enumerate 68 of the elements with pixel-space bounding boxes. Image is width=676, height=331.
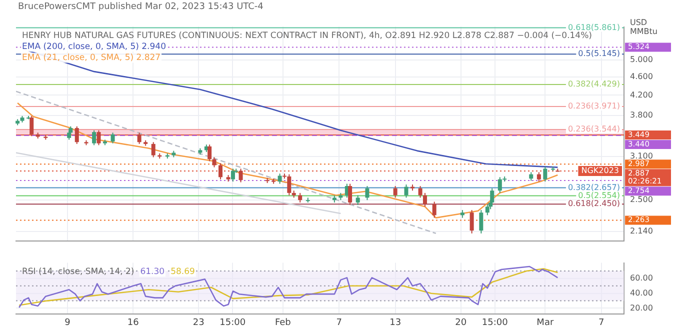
text: BrucePowersCMT published Mar 02, 2023 15:43 UTC-4 <box>17 1 264 14</box>
candlestick <box>498 176 502 194</box>
x-tick-label: 13 <box>390 318 402 328</box>
candlestick <box>348 183 352 206</box>
ref-line-label: 0.5(5.145) <box>578 49 620 58</box>
y-tick-label: 40.00 <box>630 288 653 298</box>
candlestick <box>92 130 96 146</box>
candlestick <box>356 194 360 206</box>
candlestick <box>479 210 484 234</box>
candlestick <box>490 188 494 206</box>
candlestick <box>137 132 142 144</box>
x-tick-label: Feb <box>274 318 292 328</box>
ref-line-label: 0.382(4.429) <box>568 80 620 89</box>
x-tick-label: 20 <box>455 318 467 328</box>
candlestick <box>238 168 243 183</box>
y-tick-label: 20.00 <box>630 303 653 312</box>
ref-line-label: 0.5(2.554) <box>578 190 620 200</box>
candlestick <box>110 132 115 144</box>
text: EMA (21, close, 0, SMA, 5) 2.827 <box>22 53 161 64</box>
candlestick <box>208 144 212 162</box>
x-tick-label: Mar <box>536 318 554 328</box>
y-tick-label: 60.00 <box>630 274 653 283</box>
annotation: NGK2023 <box>581 166 620 176</box>
x-tick-label: 15:00 <box>220 318 246 328</box>
candlestick <box>151 142 156 158</box>
ref-line-label: 0.236(3.971) <box>568 102 620 111</box>
candlestick <box>74 126 79 144</box>
series-label: 61.30 <box>140 267 165 278</box>
text: HENRY HUB NATURAL GAS FUTURES (CONTINUOUS: NEXT CONTRACT IN FRONT), 4h, O2.891 H2.920 L2.878 C2.887 −0.004 (−0.14%) <box>22 31 592 42</box>
candlestick <box>470 210 474 234</box>
x-tick-label: 7 <box>598 318 604 328</box>
candlestick <box>218 162 222 180</box>
candlestick <box>543 166 548 182</box>
x-tick-label: 23 <box>192 318 204 328</box>
candlestick <box>536 172 541 182</box>
candlestick <box>212 156 216 168</box>
candlestick <box>278 173 282 184</box>
candlestick <box>96 130 101 146</box>
candlestick <box>365 186 370 201</box>
ref-line-label: 0.236(3.544) <box>568 124 620 134</box>
y-tick-label: 4.600 <box>630 72 653 81</box>
x-tick-label: 9 <box>64 318 71 328</box>
candlestick <box>485 204 490 216</box>
y-tick-label: 5.000 <box>630 55 653 64</box>
candlestick <box>298 192 302 204</box>
ref-line-label: 0.382(2.657) <box>568 182 620 192</box>
candlestick <box>287 174 292 196</box>
candlestick <box>30 115 34 137</box>
candlestick <box>393 186 398 198</box>
candlestick <box>432 201 436 218</box>
text: RSI (14, close, SMA, 14, 2) <box>22 267 134 278</box>
y-tick-label: 2.140 <box>630 226 653 236</box>
series-label: 58.69 <box>170 267 195 278</box>
y-tick-label: 2.500 <box>630 195 653 204</box>
y-tick-label: 3.100 <box>630 152 653 161</box>
y-tick-label: 4.200 <box>630 90 653 100</box>
ref-line-label: 0.618(2.450) <box>568 199 620 208</box>
candlestick <box>422 192 427 208</box>
y-axis-title: USD MMBtu <box>630 18 658 36</box>
y-tick-label: 3.800 <box>630 110 653 120</box>
candlestick <box>230 168 235 182</box>
series-label: EMA (200, close, 0, SMA, 5) 2.940 <box>22 42 166 52</box>
ref-line-label: 0.618(5.861) <box>568 22 620 32</box>
x-tick-label: 15:00 <box>482 318 508 328</box>
candlestick <box>418 186 422 198</box>
x-tick-label: 16 <box>127 318 140 328</box>
candlestick <box>404 184 408 198</box>
x-tick-label: 7 <box>336 318 342 328</box>
